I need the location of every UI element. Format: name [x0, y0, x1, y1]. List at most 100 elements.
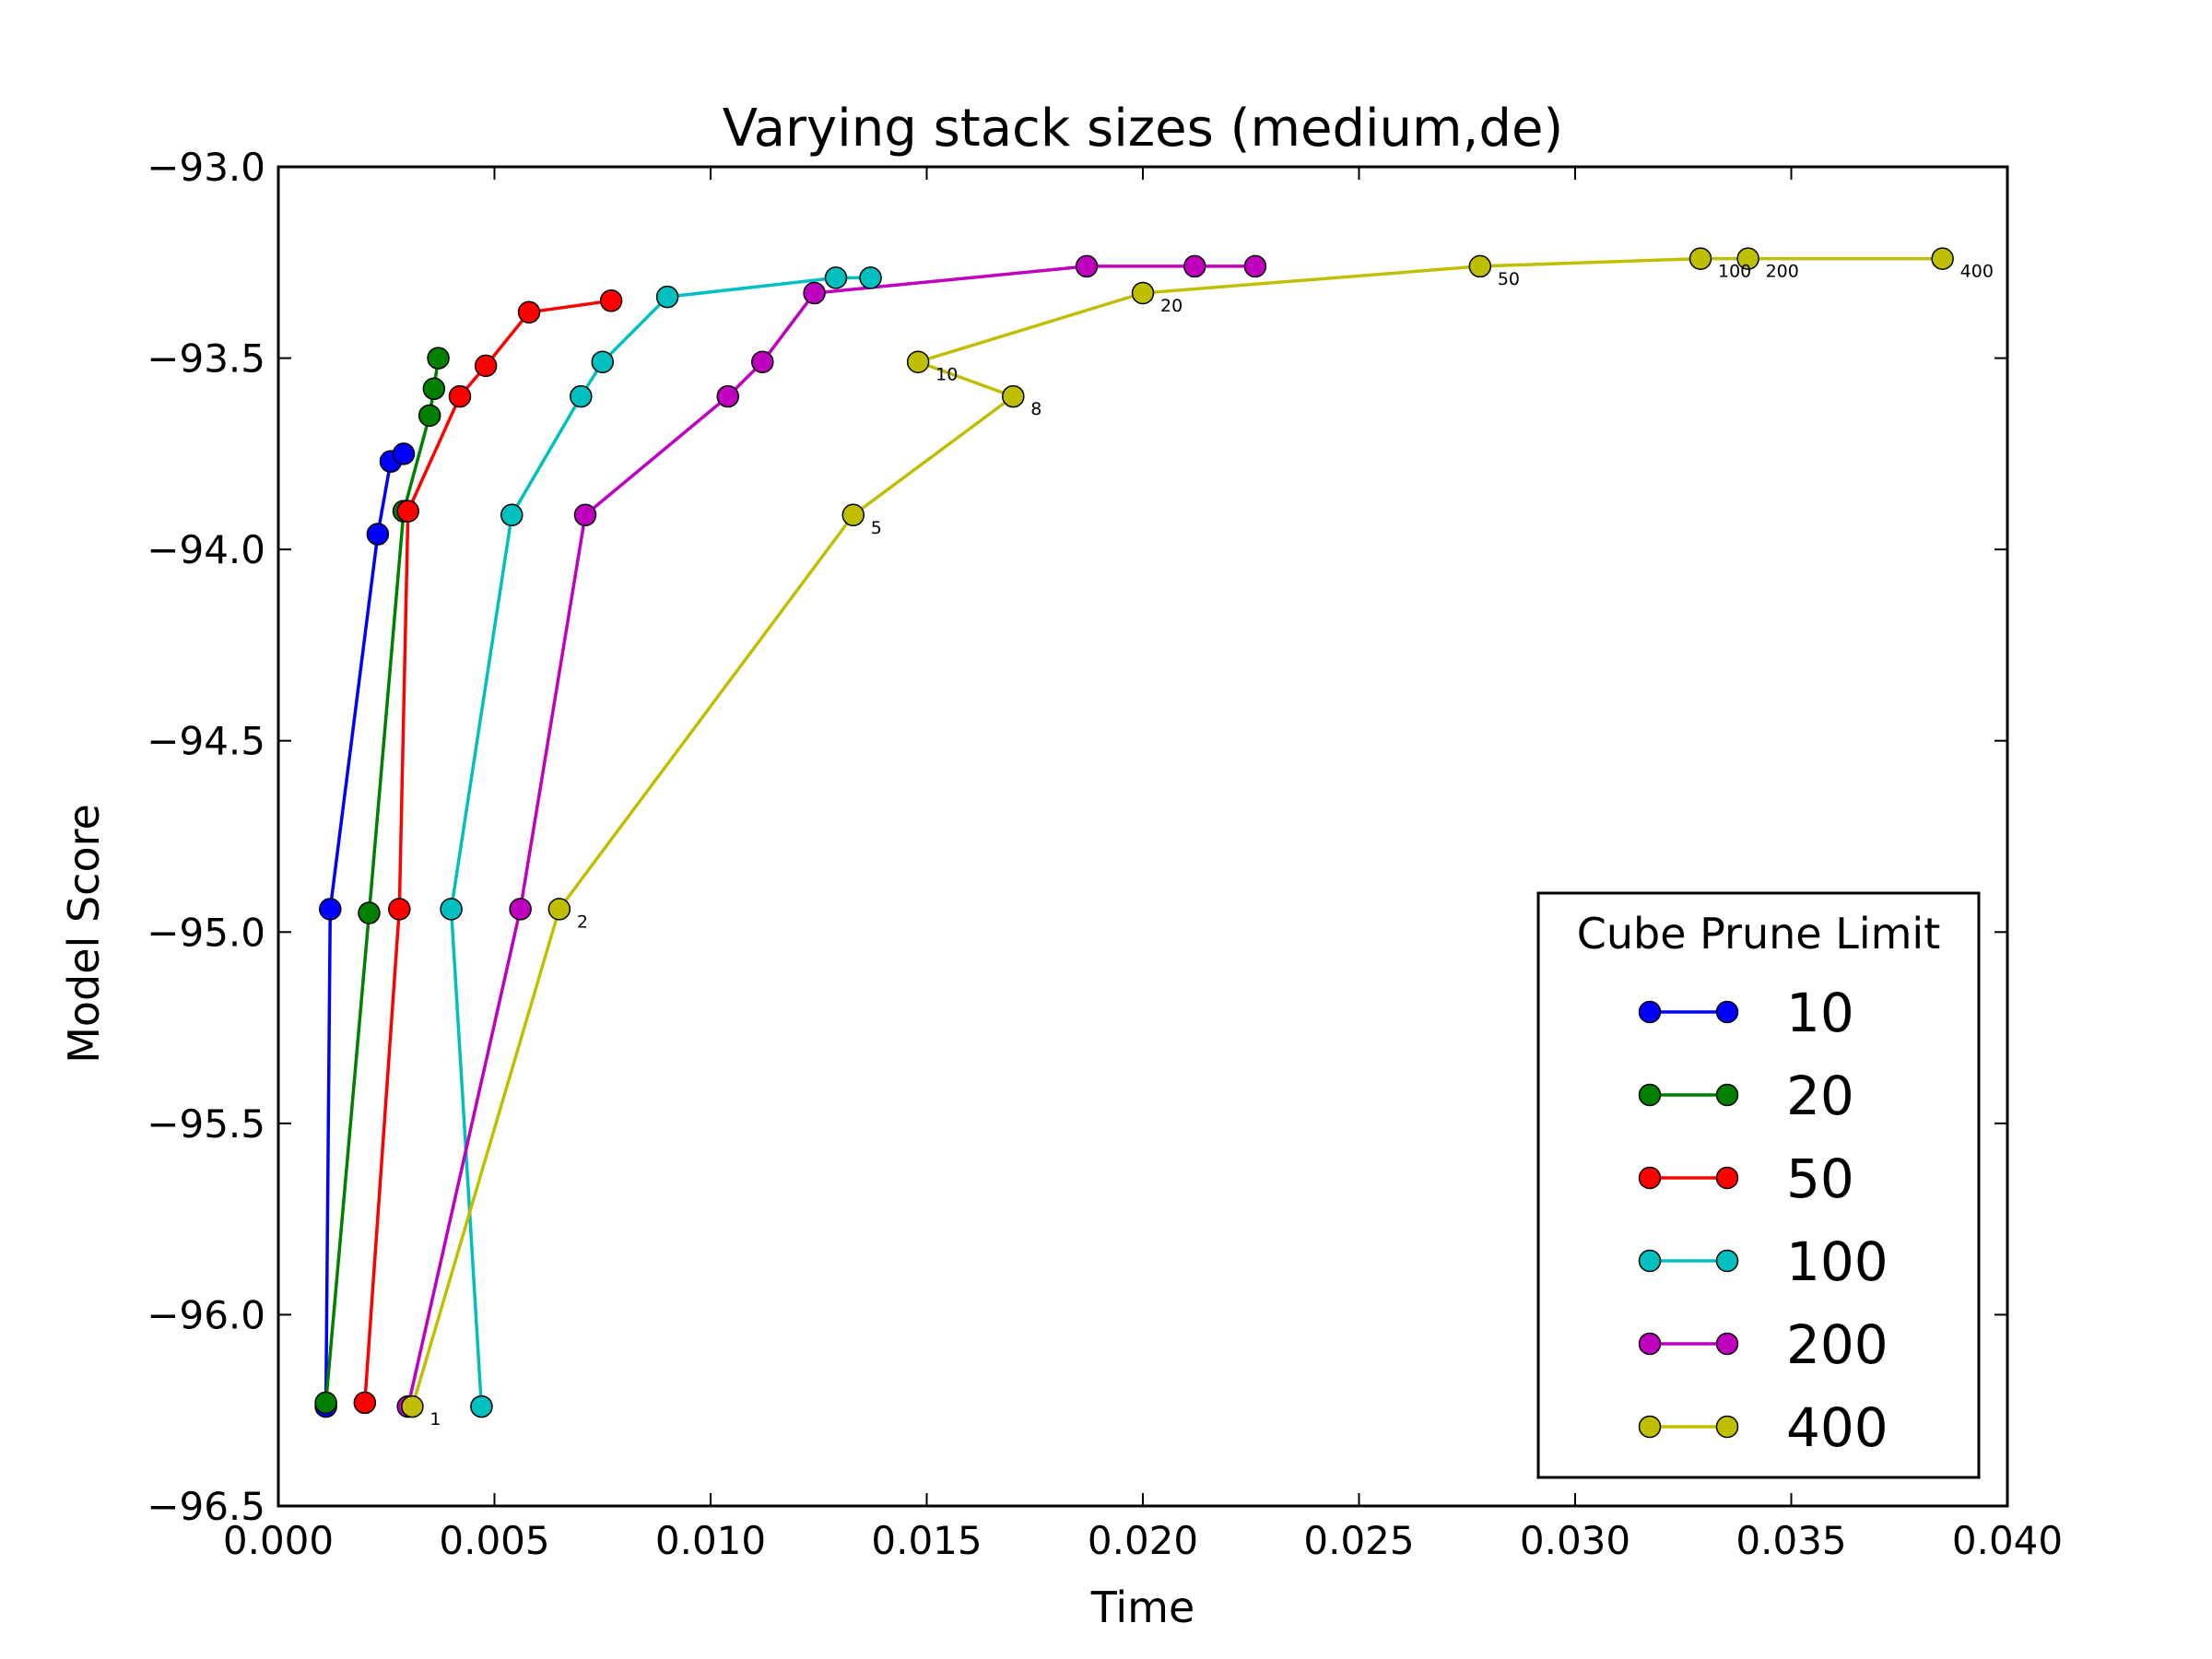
x-axis-label: Time — [1090, 1583, 1195, 1632]
series-line-100 — [449, 276, 871, 1407]
data-point-400 — [547, 898, 571, 921]
data-point-400 — [906, 350, 930, 373]
data-label: 200 — [1766, 262, 1799, 282]
y-tick-label: −94.0 — [147, 527, 265, 572]
x-tick-label: 0.035 — [1735, 1518, 1846, 1563]
plot-frame — [276, 165, 2009, 1508]
data-point-100 — [655, 285, 679, 309]
y-tick-label: −95.5 — [147, 1101, 265, 1147]
x-tick-label: 0.030 — [1520, 1518, 1630, 1563]
data-point-400 — [401, 1394, 424, 1418]
data-point-200 — [1075, 254, 1099, 278]
legend-frame — [1536, 891, 1981, 1479]
data-point-50 — [474, 354, 498, 378]
data-label: 50 — [1498, 269, 1520, 289]
x-tick-label: 0.010 — [655, 1518, 766, 1563]
legend-label-400: 400 — [1786, 1396, 1888, 1459]
y-axis-label: Model Score — [59, 804, 109, 1064]
legend-label-50: 50 — [1786, 1147, 1854, 1210]
legend-marker-20 — [1715, 1083, 1739, 1107]
legend-label-200: 200 — [1786, 1313, 1888, 1376]
data-label: 10 — [935, 365, 958, 385]
data-point-400 — [1688, 247, 1712, 270]
data-point-400 — [1468, 254, 1492, 278]
data-point-400 — [1931, 247, 1954, 270]
data-label: 1 — [429, 1409, 441, 1430]
x-tick-label: 0.020 — [1088, 1518, 1198, 1563]
data-point-20 — [358, 901, 381, 924]
chart-title: Varying stack sizes (medium,de) — [723, 99, 1564, 159]
data-label: 20 — [1160, 296, 1182, 316]
data-point-400 — [1131, 281, 1155, 305]
data-point-200 — [509, 898, 532, 921]
data-point-200 — [803, 281, 826, 305]
data-label: 8 — [1030, 399, 1041, 419]
legend-marker-50 — [1715, 1166, 1739, 1190]
data-label: 100 — [1718, 262, 1751, 282]
point-annotations: 1 2 5 8 10 20 50 100 200 400 — [429, 262, 1994, 1430]
y-tick-label: −96.0 — [147, 1292, 265, 1337]
x-tick-label: 0.015 — [871, 1518, 982, 1563]
x-tick-label: 0.025 — [1303, 1518, 1414, 1563]
data-point-50 — [388, 898, 411, 921]
legend-marker-400 — [1715, 1415, 1739, 1439]
data-point-50 — [353, 1391, 377, 1415]
data-point-100 — [591, 350, 614, 373]
data-point-50 — [517, 300, 541, 324]
series-line-400 — [410, 256, 1943, 1407]
data-point-100 — [570, 384, 593, 408]
legend-marker-400 — [1638, 1415, 1662, 1439]
data-point-50 — [396, 500, 419, 523]
x-tick-label: 0.005 — [439, 1518, 549, 1563]
y-tick-label: −95.0 — [147, 910, 265, 955]
series-markers — [314, 247, 1954, 1418]
data-point-100 — [440, 898, 463, 921]
y-tick-label: −94.5 — [147, 719, 265, 764]
data-point-100 — [859, 266, 882, 289]
x-tick-label: 0.040 — [1952, 1518, 2063, 1563]
legend-marker-20 — [1638, 1083, 1662, 1107]
data-point-20 — [427, 347, 450, 370]
data-point-200 — [716, 384, 740, 408]
data-label: 400 — [1960, 262, 1994, 282]
data-point-20 — [418, 404, 441, 428]
legend-marker-100 — [1638, 1249, 1662, 1273]
legend-entries: 10 20 50 100 200 400 — [1638, 982, 1888, 1459]
data-point-100 — [470, 1394, 493, 1418]
axis-ticks: 0.000 0.005 0.010 0.015 0.020 0.025 0.030 0.035… — [147, 145, 2063, 1563]
legend-label-20: 20 — [1786, 1065, 1854, 1127]
data-point-100 — [824, 266, 848, 289]
data-point-10 — [319, 898, 342, 921]
legend-marker-200 — [1638, 1332, 1662, 1356]
data-label: 2 — [577, 912, 588, 932]
data-point-10 — [366, 523, 390, 546]
legend-marker-50 — [1638, 1166, 1662, 1190]
data-point-200 — [1183, 254, 1206, 278]
data-point-200 — [1243, 254, 1267, 278]
data-point-50 — [448, 384, 472, 408]
y-tick-label: −93.0 — [147, 145, 265, 190]
legend-title: Cube Prune Limit — [1577, 909, 1941, 959]
legend-label-10: 10 — [1786, 982, 1854, 1044]
y-tick-label: −96.5 — [147, 1484, 265, 1529]
data-point-200 — [573, 503, 597, 527]
legend-marker-10 — [1638, 1000, 1662, 1024]
data-point-50 — [599, 289, 623, 312]
y-tick-label: −93.5 — [147, 336, 265, 382]
legend: Cube Prune Limit 10 20 50 100 200 400 — [1536, 891, 1981, 1479]
data-point-400 — [1736, 247, 1759, 270]
data-point-10 — [392, 442, 416, 465]
data-point-20 — [314, 1391, 337, 1415]
legend-marker-10 — [1715, 1000, 1739, 1024]
data-label: 5 — [871, 518, 882, 538]
x-tick-label: 0.000 — [223, 1518, 334, 1563]
data-point-20 — [422, 377, 446, 401]
legend-marker-200 — [1715, 1332, 1739, 1356]
legend-label-100: 100 — [1786, 1230, 1888, 1293]
legend-marker-100 — [1715, 1249, 1739, 1273]
data-point-200 — [751, 350, 774, 373]
data-point-400 — [1002, 384, 1025, 408]
data-point-400 — [841, 503, 865, 527]
data-point-100 — [500, 503, 524, 527]
